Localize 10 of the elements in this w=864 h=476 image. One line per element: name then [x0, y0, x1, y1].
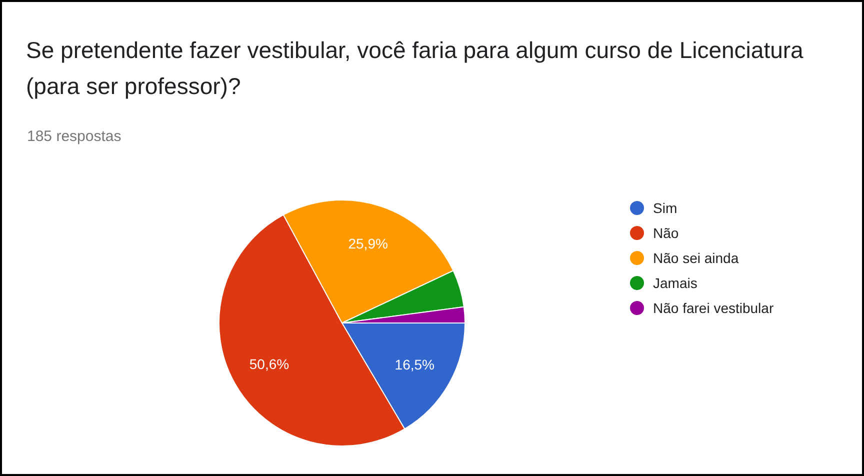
legend-label: Não sei ainda [653, 250, 739, 266]
data-label: 25,9% [348, 235, 388, 252]
legend-label: Sim [653, 200, 678, 216]
text: 185 respostas [27, 128, 122, 145]
data-label: 50,6% [249, 356, 290, 372]
data-label: 16,5% [394, 356, 435, 372]
legend-label: Não [653, 224, 679, 241]
legend-label: Não farei vestibular [653, 300, 774, 316]
legend-label: Jamais [653, 274, 698, 291]
chart-title: Se pretendente fazer vestibular, você faria para algum curso de Licenciatura (para ser professor)? [26, 37, 804, 99]
